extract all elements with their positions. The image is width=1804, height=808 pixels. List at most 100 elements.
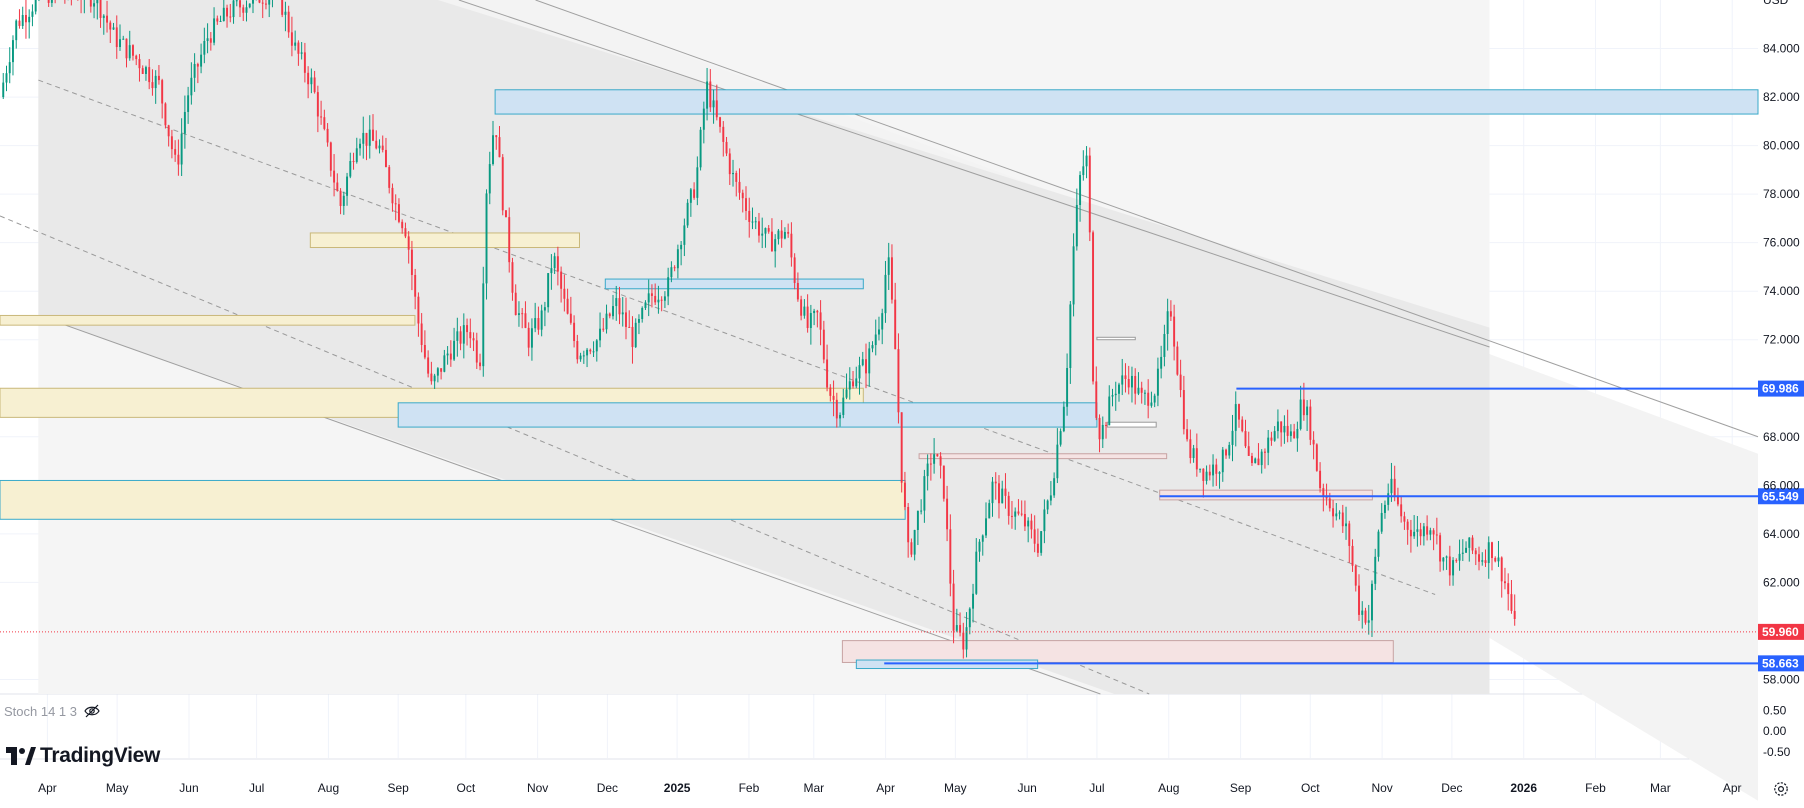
candle-down <box>693 189 696 198</box>
candle-up <box>641 307 644 320</box>
zone-68-small <box>1106 421 1157 428</box>
candle-down <box>427 357 430 374</box>
candle-down <box>910 542 913 555</box>
candle-down <box>420 323 423 346</box>
candle-up <box>310 77 313 85</box>
candle-down <box>1007 495 1010 516</box>
candle-up <box>203 40 206 55</box>
candle-down <box>650 293 653 296</box>
candle-up <box>1234 404 1237 431</box>
candle-up <box>222 7 225 22</box>
time-axis-label: Sep <box>388 781 410 795</box>
candle-down <box>573 322 576 342</box>
candle-up <box>1231 430 1234 445</box>
candle-up <box>595 340 598 352</box>
candle-down <box>329 142 332 171</box>
candle-up <box>1072 246 1075 305</box>
candle-down <box>537 318 540 330</box>
price-axis-tick-label: 80.000 <box>1763 139 1800 153</box>
candle-up <box>93 3 96 7</box>
candle-down <box>177 154 180 165</box>
candle-down <box>1225 449 1227 456</box>
candle-down <box>890 257 893 300</box>
candle-down <box>728 153 731 175</box>
candle-down <box>796 282 799 300</box>
candle-up <box>1390 478 1393 494</box>
candle-down <box>1244 431 1247 447</box>
candle-up <box>1212 464 1215 476</box>
time-axis[interactable]: Apr May Jun Jul Aug Sep Oct Nov Dec 2025 Feb Mar Apr… <box>38 781 1741 795</box>
candle-up <box>1069 304 1072 369</box>
candle-down <box>216 18 219 22</box>
candle-up <box>923 476 926 511</box>
candle-down <box>1127 379 1130 388</box>
candle-down <box>994 481 997 484</box>
candle-up <box>1085 155 1088 167</box>
candle-up <box>112 27 115 30</box>
candle-up <box>599 328 602 341</box>
candle-down <box>24 14 27 23</box>
candle-up <box>1066 368 1069 407</box>
candle-down <box>161 80 164 104</box>
price-level-badge <box>1758 380 1804 397</box>
candle-down <box>1215 464 1218 474</box>
candle-up <box>1062 406 1065 432</box>
candle-up <box>34 0 37 12</box>
candle-down <box>410 249 413 275</box>
candle-up <box>686 202 689 226</box>
candle-down <box>936 454 939 457</box>
candle-down <box>239 0 241 8</box>
candle-up <box>193 63 196 78</box>
candle-up <box>1082 166 1085 176</box>
price-axis[interactable]: 84.000 82.000 80.000 78.000 76.000 74.000 72.0… <box>1763 0 1800 759</box>
candle-up <box>446 353 449 356</box>
candle-up <box>586 349 589 356</box>
candle-down <box>1250 455 1253 464</box>
price-axis-tick-label: 58.000 <box>1763 672 1800 686</box>
candle-up <box>128 45 131 59</box>
candle-up <box>634 322 637 348</box>
candle-down <box>157 75 160 81</box>
hide-eye-icon[interactable] <box>84 704 100 718</box>
candle-up <box>144 67 147 74</box>
candle-up <box>378 145 381 149</box>
price-level-badge-label: 65.549 <box>1762 489 1799 503</box>
candle-down <box>625 312 627 327</box>
candle-down <box>1257 458 1260 466</box>
candle-up <box>180 133 183 165</box>
candle-up <box>809 313 812 329</box>
candle-down <box>115 27 118 48</box>
candle-up <box>122 38 125 40</box>
candle-up <box>119 39 121 48</box>
candle-up <box>783 231 786 239</box>
candle-up <box>582 355 585 357</box>
candle-down <box>566 298 569 314</box>
zone-74 <box>604 278 864 290</box>
candle-up <box>913 529 916 555</box>
candle-up <box>1130 375 1133 388</box>
candle-down <box>1173 316 1176 347</box>
candle-up <box>1221 449 1224 473</box>
settings-gear-icon[interactable] <box>1773 781 1789 797</box>
candle-up <box>1345 523 1348 527</box>
candle-up <box>615 298 618 307</box>
candle-down <box>151 82 154 89</box>
zone-69-blue <box>397 402 1098 428</box>
candle-down <box>738 181 741 193</box>
candle-up <box>848 381 851 390</box>
stoch-indicator-label[interactable]: Stoch 14 1 3 <box>4 704 77 719</box>
candle-down <box>1358 585 1360 615</box>
candle-up <box>1218 472 1221 474</box>
candle-up <box>294 42 297 46</box>
candle-down <box>1510 594 1513 611</box>
zone-65 <box>1159 489 1373 501</box>
time-axis-label: Aug <box>318 781 339 795</box>
time-axis-label: Apr <box>1723 781 1742 795</box>
candle-down <box>767 228 770 232</box>
candle-down <box>1494 558 1497 562</box>
candle-down <box>897 349 900 413</box>
candle-up <box>699 129 702 168</box>
candle-down <box>806 306 809 329</box>
candle-down <box>1393 478 1396 497</box>
